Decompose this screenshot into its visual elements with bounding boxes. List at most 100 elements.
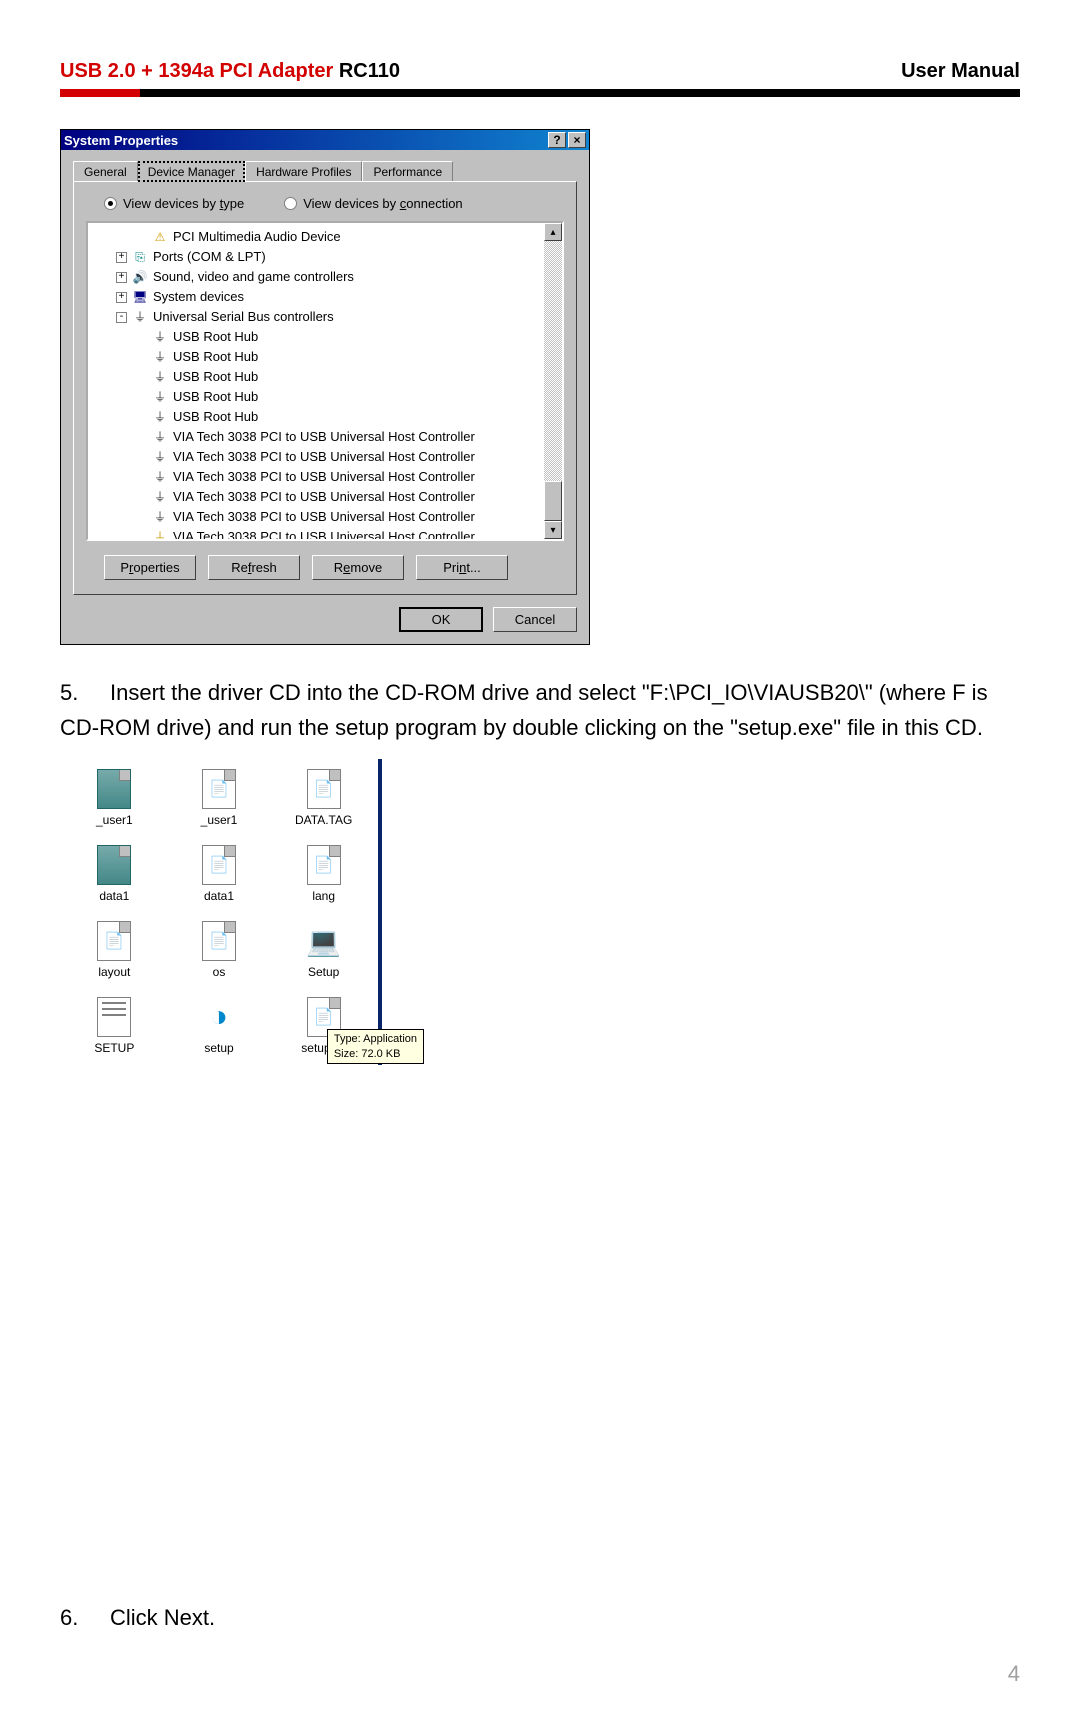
tree-item[interactable]: +⎘Ports (COM & LPT) [88, 247, 562, 267]
tree-item-label: VIA Tech 3038 PCI to USB Universal Host … [173, 427, 475, 447]
step-6-number: 6. [60, 1605, 110, 1631]
tree-item-label: VIA Tech 3038 PCI to USB Universal Host … [173, 467, 475, 487]
radio-dot-icon [104, 197, 117, 210]
file-label: DATA.TAG [275, 813, 372, 827]
tree-item-label: Sound, video and game controllers [153, 267, 354, 287]
tree-item[interactable]: -⏚Universal Serial Bus controllers [88, 307, 562, 327]
scroll-down-icon[interactable]: ▾ [544, 521, 562, 539]
file-label: lang [275, 889, 372, 903]
titlebar: System Properties ? × [61, 130, 589, 150]
tree-item-label: VIA Tech 3038 PCI to USB Universal Host … [173, 447, 475, 467]
file-label: SETUP [66, 1041, 163, 1055]
tree-item[interactable]: ⏚USB Root Hub [88, 387, 562, 407]
file-label: layout [66, 965, 163, 979]
tree-item-label: Ports (COM & LPT) [153, 247, 266, 267]
tab-general[interactable]: General [73, 161, 138, 182]
tree-item-label: System devices [153, 287, 244, 307]
help-button[interactable]: ? [548, 132, 566, 148]
step-5-text: Insert the driver CD into the CD-ROM dri… [60, 680, 988, 740]
refresh-button[interactable]: Refresh [208, 555, 300, 580]
files-panel: _user1📄_user1📄DATA.TAGdata1📄data1📄lang📄l… [60, 759, 382, 1065]
file-item[interactable]: ◑setup [171, 997, 268, 1055]
tree-item-label: USB Root Hub [173, 367, 258, 387]
expander-icon[interactable]: + [116, 272, 127, 283]
step-5-number: 5. [60, 675, 110, 710]
tree-item-label: VIA Tech 3038 PCI to USB Universal Host … [173, 487, 475, 507]
device-tree: ⚠PCI Multimedia Audio Device+⎘Ports (COM… [86, 221, 564, 541]
file-item[interactable]: _user1 [66, 769, 163, 827]
tab-strip: General Device Manager Hardware Profiles… [73, 160, 577, 181]
close-button[interactable]: × [568, 132, 586, 148]
properties-button[interactable]: Properties [104, 555, 196, 580]
file-item[interactable]: 📄DATA.TAG [275, 769, 372, 827]
expander-icon[interactable]: + [116, 252, 127, 263]
file-item[interactable]: 📄data1 [171, 845, 268, 903]
header-bars [60, 89, 1020, 97]
tree-item-label: VIA Tech 3038 PCI to USB Universal Host … [173, 507, 475, 527]
tab-performance[interactable]: Performance [362, 161, 453, 182]
page-header: USB 2.0 + 1394a PCI Adapter RC110 User M… [60, 60, 1020, 83]
step-5: 5.Insert the driver CD into the CD-ROM d… [60, 675, 1020, 745]
tab-panel: View devices by type View devices by con… [73, 181, 577, 595]
tree-item[interactable]: +🔊Sound, video and game controllers [88, 267, 562, 287]
expander-icon[interactable]: - [116, 312, 127, 323]
tree-item-label: Universal Serial Bus controllers [153, 307, 334, 327]
scrollbar[interactable]: ▴ ▾ [544, 223, 562, 539]
file-label: _user1 [66, 813, 163, 827]
tooltip-line2: Size: 72.0 KB [334, 1047, 417, 1061]
tree-item-label: USB Root Hub [173, 387, 258, 407]
file-item[interactable]: data1 [66, 845, 163, 903]
expander-icon[interactable]: + [116, 292, 127, 303]
file-label: data1 [171, 889, 268, 903]
radio-view-by-connection[interactable]: View devices by connection [284, 196, 462, 211]
file-tooltip: Type: Application Size: 72.0 KB [327, 1029, 424, 1064]
ok-button[interactable]: OK [399, 607, 483, 632]
print-button[interactable]: Print... [416, 555, 508, 580]
tree-item-label: PCI Multimedia Audio Device [173, 227, 341, 247]
header-right: User Manual [901, 60, 1020, 83]
tree-item[interactable]: ⏚VIA Tech 3038 PCI to USB Universal Host… [88, 467, 562, 487]
tooltip-line1: Type: Application [334, 1032, 417, 1046]
file-label: _user1 [171, 813, 268, 827]
file-item[interactable]: 💻Setup [275, 921, 372, 979]
step-6: 6.Click Next. [60, 1605, 1020, 1631]
tree-item[interactable]: ⏚VIA Tech 3038 PCI to USB Universal Host… [88, 487, 562, 507]
tree-item[interactable]: ⏚VIA Tech 3038 PCI to USB Universal Host… [88, 427, 562, 447]
radio-empty-icon [284, 197, 297, 210]
step-6-text: Click Next. [110, 1605, 215, 1630]
tab-hardware-profiles[interactable]: Hardware Profiles [245, 161, 362, 182]
tree-item[interactable]: ⏚USB Root Hub [88, 347, 562, 367]
tree-item[interactable]: ⏚VIA Tech 3038 PCI to USB Universal Host… [88, 527, 562, 541]
tree-item-label: VIA Tech 3038 PCI to USB Universal Host … [173, 527, 475, 541]
radio-view-by-type[interactable]: View devices by type [104, 196, 244, 211]
file-label: data1 [66, 889, 163, 903]
header-title-red: USB 2.0 + 1394a PCI Adapter [60, 60, 339, 82]
tree-item-label: USB Root Hub [173, 407, 258, 427]
tab-device-manager[interactable]: Device Manager [138, 161, 245, 182]
cancel-button[interactable]: Cancel [493, 607, 577, 632]
tree-item[interactable]: ⚠PCI Multimedia Audio Device [88, 227, 562, 247]
page-number: 4 [60, 1661, 1020, 1687]
system-properties-window: System Properties ? × General Device Man… [60, 129, 590, 645]
file-item[interactable]: 📄layout [66, 921, 163, 979]
header-title: USB 2.0 + 1394a PCI Adapter RC110 [60, 60, 400, 83]
file-item[interactable]: 📄_user1 [171, 769, 268, 827]
remove-button[interactable]: Remove [312, 555, 404, 580]
scroll-up-icon[interactable]: ▴ [544, 223, 562, 241]
scroll-thumb[interactable] [544, 481, 562, 521]
header-title-black: RC110 [339, 60, 400, 82]
file-item[interactable]: SETUP [66, 997, 163, 1055]
file-label: setup [171, 1041, 268, 1055]
file-label: os [171, 965, 268, 979]
file-item[interactable]: 📄lang [275, 845, 372, 903]
file-label: Setup [275, 965, 372, 979]
tree-item[interactable]: +🖥System devices [88, 287, 562, 307]
tree-item[interactable]: ⏚VIA Tech 3038 PCI to USB Universal Host… [88, 507, 562, 527]
tree-item[interactable]: ⏚USB Root Hub [88, 367, 562, 387]
tree-item[interactable]: ⏚VIA Tech 3038 PCI to USB Universal Host… [88, 447, 562, 467]
tree-item[interactable]: ⏚USB Root Hub [88, 407, 562, 427]
tree-item[interactable]: ⏚USB Root Hub [88, 327, 562, 347]
file-item[interactable]: 📄os [171, 921, 268, 979]
tree-item-label: USB Root Hub [173, 347, 258, 367]
tree-item-label: USB Root Hub [173, 327, 258, 347]
